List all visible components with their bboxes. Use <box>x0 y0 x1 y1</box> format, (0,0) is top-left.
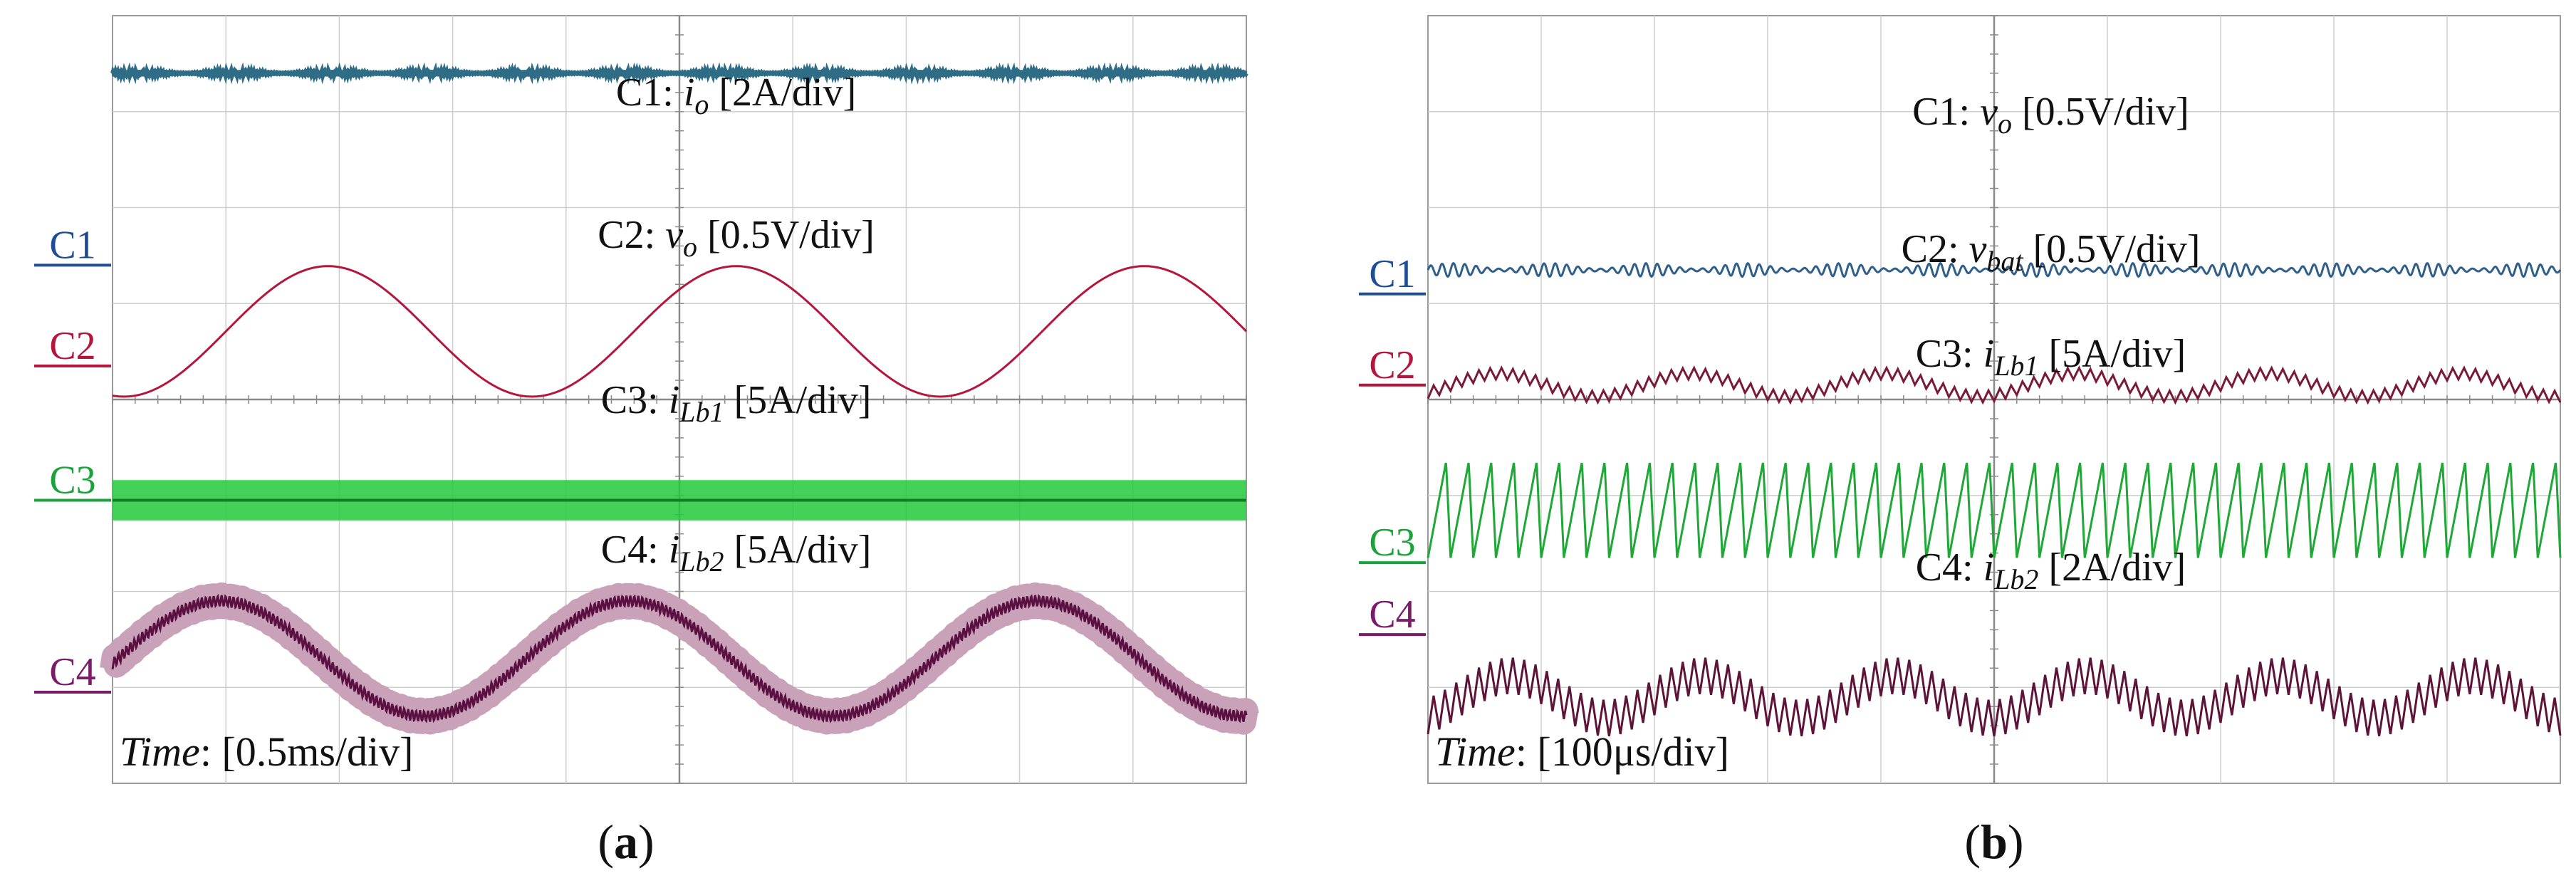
panel-b-c2-ground-label: C2 <box>1369 343 1415 387</box>
panel-b-oscilloscope: C1 C1: vo [0.5V/div] C2 C2: vbat [0.5V/div]… <box>1359 15 2562 869</box>
panel-b-c4-ground-label: C4 <box>1369 592 1415 637</box>
panel-b-c1-waveform <box>1427 262 2562 278</box>
panel-a-c4-ground-label: C4 <box>49 650 95 694</box>
panel-a-label: (a) <box>598 815 654 869</box>
panel-a-c3-ground-label: C3 <box>49 458 95 502</box>
panel-a-c1-ground-label: C1 <box>49 223 95 267</box>
panel-b-c3-ground-label: C3 <box>1369 521 1415 565</box>
panel-a-c2-waveform <box>112 265 1247 398</box>
panel-b-c1-ground-label: C1 <box>1369 252 1415 296</box>
panel-a-c4-caption: C4: iLb2 [5A/div] <box>601 528 872 578</box>
panel-b-c2-caption: C2: vbat [0.5V/div] <box>1902 227 2201 277</box>
panel-a-c2-caption: C2: vo [0.5V/div] <box>598 213 875 263</box>
panel-a-c2-ground-label: C2 <box>49 324 95 368</box>
panel-b-c3-waveform <box>1427 462 2562 558</box>
panel-b-c3-caption: C3: iLb1 [5A/div] <box>1916 332 2186 382</box>
panel-b-c2-waveform <box>1427 365 2562 405</box>
panel-a-c1-caption: C1: io [2A/div] <box>616 70 856 120</box>
panel-b-c4-waveform <box>1427 657 2562 737</box>
panel-b-label: (b) <box>1964 815 2023 869</box>
panel-b-c1-caption: C1: vo [0.5V/div] <box>1912 90 2189 140</box>
panel-b-c4-caption: C4: iLb2 [2A/div] <box>1916 545 2186 595</box>
panel-a-c3-caption: C3: iLb1 [5A/div] <box>601 378 872 428</box>
panel-b-time-scale: Time: [100μs/div] <box>1435 728 1729 775</box>
panel-a-time-scale: Time: [0.5ms/div] <box>120 728 413 775</box>
panel-a-c4-waveform <box>111 593 1248 724</box>
panel-a-oscilloscope: C1 C1: io [2A/div] C2 C2: vo [0.5V/div] C3 C3… <box>34 15 1259 869</box>
panel-a-c1-waveform <box>110 62 1248 85</box>
